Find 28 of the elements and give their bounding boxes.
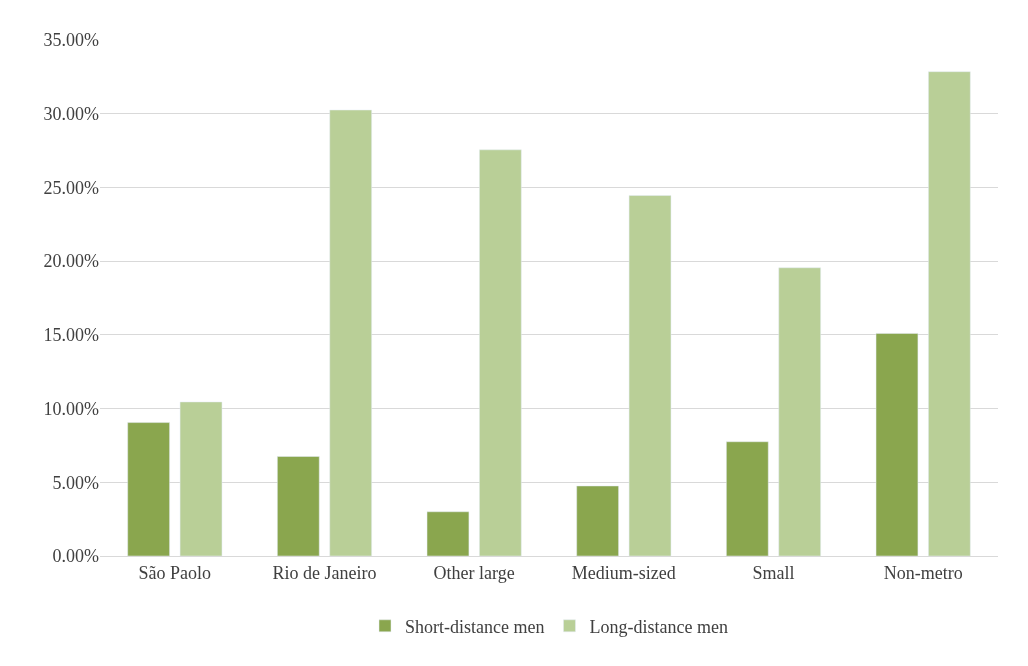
bar [277, 456, 320, 556]
y-tick-label: 35.00% [43, 30, 99, 51]
bar [726, 441, 769, 556]
bar [127, 422, 170, 556]
bar [576, 485, 619, 556]
y-tick-label: 30.00% [43, 104, 99, 125]
x-tick-label: Rio de Janeiro [272, 562, 377, 583]
bar [426, 511, 470, 556]
bar [928, 71, 971, 556]
y-tick-label: 5.00% [52, 472, 99, 493]
bar [628, 195, 672, 556]
x-tick-label: Non-metro [883, 562, 963, 583]
x-tick-label: Other large [433, 562, 515, 583]
x-tick-label: Small [752, 562, 795, 583]
x-tick-label: Medium-sized [571, 562, 676, 583]
legend-label: Long-distance men [589, 616, 728, 637]
y-tick-label: 0.00% [52, 546, 99, 567]
x-tick-label: São Paolo [138, 562, 212, 583]
y-tick-label: 15.00% [43, 325, 99, 346]
bar [875, 333, 919, 556]
bar [778, 267, 821, 556]
y-tick-label: 25.00% [43, 177, 99, 198]
y-tick-label: 20.00% [43, 251, 99, 272]
legend-label: Short-distance men [405, 616, 545, 637]
bar [479, 149, 522, 556]
bar [179, 401, 223, 556]
bar [329, 109, 372, 556]
y-tick-label: 10.00% [43, 398, 99, 419]
